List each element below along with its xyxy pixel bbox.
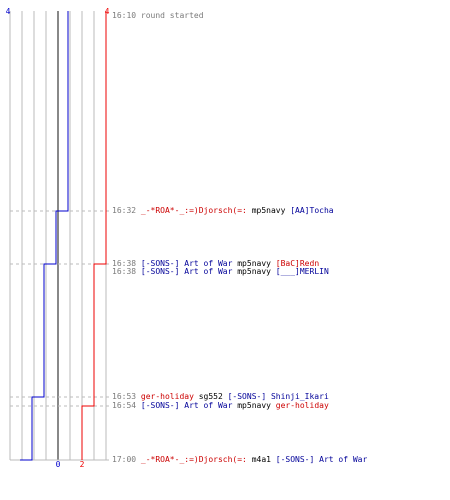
log-text: mp5navy [246,206,291,215]
log-text: [-SONS-] Art of War [275,455,368,464]
log-entry: 16:38 [-SONS-] Art of War mp5navy [___]M… [112,268,329,276]
log-text: _-*ROA*-_:=)Djorsch(=: [140,455,247,464]
red-bottom-label: 2 [80,460,85,469]
log-entry: 16:38 [-SONS-] Art of War mp5navy [BaC]R… [112,260,319,268]
chart-series-lines [20,11,107,461]
log-time: 17:00 [112,455,141,464]
log-text: mp5navy [232,259,276,268]
log-time: 16:10 [112,11,141,20]
blue-bottom-label: 0 [56,460,61,469]
log-text: [-SONS-] Art of War [140,259,233,268]
log-time: 16:38 [112,259,141,268]
red-top-label: 4 [105,7,110,16]
event-dash-lines [10,210,112,461]
log-text: [BaC]Redn [275,259,320,268]
log-text: [-SONS-] Shinji_Ikari [227,392,329,401]
log-text: [___]MERLIN [275,267,329,276]
blue-series-line [20,11,69,461]
log-time: 16:38 [112,267,141,276]
log-text: ger-holiday [140,392,194,401]
log-text: _-*ROA*-_:=)Djorsch(=: [140,206,247,215]
log-time: 16:32 [112,206,141,215]
log-entry: 17:00 _-*ROA*-_:=)Djorsch(=: m4a1 [-SONS… [112,456,367,464]
log-entry: 16:54 [-SONS-] Art of War mp5navy ger-ho… [112,402,329,410]
log-entry: 16:53 ger-holiday sg552 [-SONS-] Shinji_… [112,393,329,401]
log-entry: 16:32 _-*ROA*-_:=)Djorsch(=: mp5navy [AA… [112,207,334,215]
log-text: m4a1 [246,455,276,464]
blue-top-label: 4 [6,7,11,16]
log-text: round started [140,11,204,20]
log-text: [AA]Tocha [290,206,334,215]
log-text: [-SONS-] Art of War [140,267,233,276]
log-text: mp5navy [232,401,276,410]
red-series-line [81,11,107,460]
log-text: [-SONS-] Art of War [140,401,233,410]
log-text: ger-holiday [275,401,329,410]
log-time: 16:53 [112,392,141,401]
log-time: 16:54 [112,401,141,410]
log-entry: 16:10 round started [112,12,204,20]
chart-gridlines [9,11,107,461]
log-text: mp5navy [232,267,276,276]
log-text: sg552 [193,392,228,401]
